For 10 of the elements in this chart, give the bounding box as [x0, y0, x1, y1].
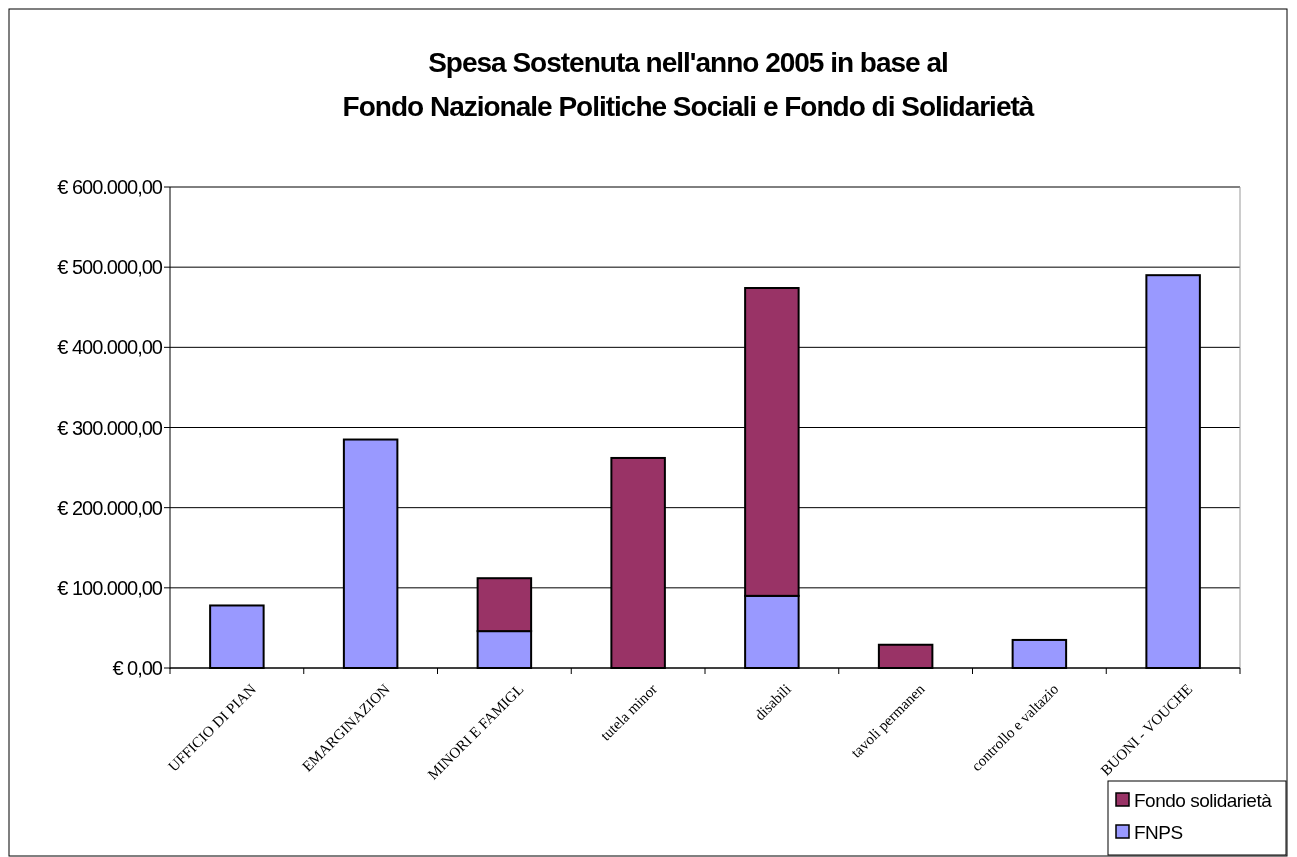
y-tick-label: € 100.000,00 [57, 576, 163, 599]
y-tick-label: € 200.000,00 [57, 496, 163, 519]
chart-title: Spesa Sostenuta nell'anno 2005 in base al Fondo Nazionale Politiche Sociali e Fondo di Solidarietà [342, 47, 1035, 122]
y-tick-label: € 400.000,00 [57, 336, 163, 359]
legend-label: FNPS [1134, 821, 1183, 843]
y-tick-label: € 500.000,00 [57, 256, 163, 279]
y-tick-label: € 300.000,00 [57, 416, 163, 439]
legend-label: Fondo solidarietà [1134, 789, 1273, 811]
y-tick-label: € 600.000,00 [57, 176, 163, 198]
y-tick-label: € 0,00 [112, 657, 163, 679]
